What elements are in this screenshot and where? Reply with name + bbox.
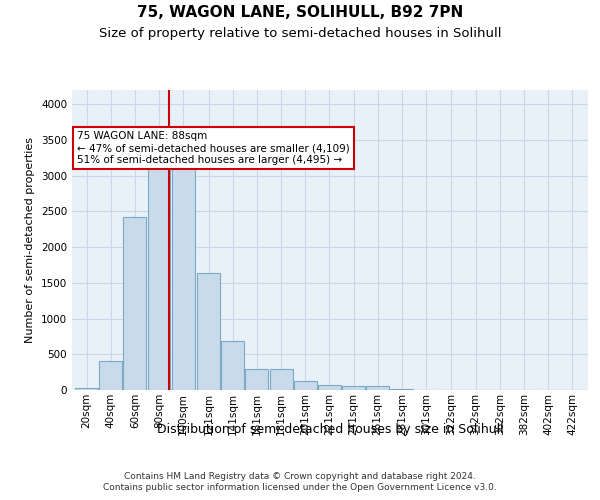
Bar xyxy=(318,385,341,390)
Bar xyxy=(391,388,413,390)
Bar xyxy=(124,217,146,390)
Bar xyxy=(294,382,317,390)
Bar xyxy=(148,165,170,390)
Text: Distribution of semi-detached houses by size in Solihull: Distribution of semi-detached houses by … xyxy=(157,422,503,436)
Bar xyxy=(99,362,122,390)
Bar xyxy=(221,342,244,390)
Bar xyxy=(342,386,365,390)
Text: Contains HM Land Registry data © Crown copyright and database right 2024.: Contains HM Land Registry data © Crown c… xyxy=(124,472,476,481)
Text: Contains public sector information licensed under the Open Government Licence v3: Contains public sector information licen… xyxy=(103,483,497,492)
Bar xyxy=(269,368,293,390)
Bar xyxy=(245,368,268,390)
Bar xyxy=(172,165,194,390)
Y-axis label: Number of semi-detached properties: Number of semi-detached properties xyxy=(25,137,35,343)
Text: 75 WAGON LANE: 88sqm
← 47% of semi-detached houses are smaller (4,109)
51% of se: 75 WAGON LANE: 88sqm ← 47% of semi-detac… xyxy=(77,132,350,164)
Bar xyxy=(75,388,98,390)
Text: 75, WAGON LANE, SOLIHULL, B92 7PN: 75, WAGON LANE, SOLIHULL, B92 7PN xyxy=(137,5,463,20)
Bar xyxy=(366,386,389,390)
Text: Size of property relative to semi-detached houses in Solihull: Size of property relative to semi-detach… xyxy=(99,28,501,40)
Bar xyxy=(197,273,220,390)
